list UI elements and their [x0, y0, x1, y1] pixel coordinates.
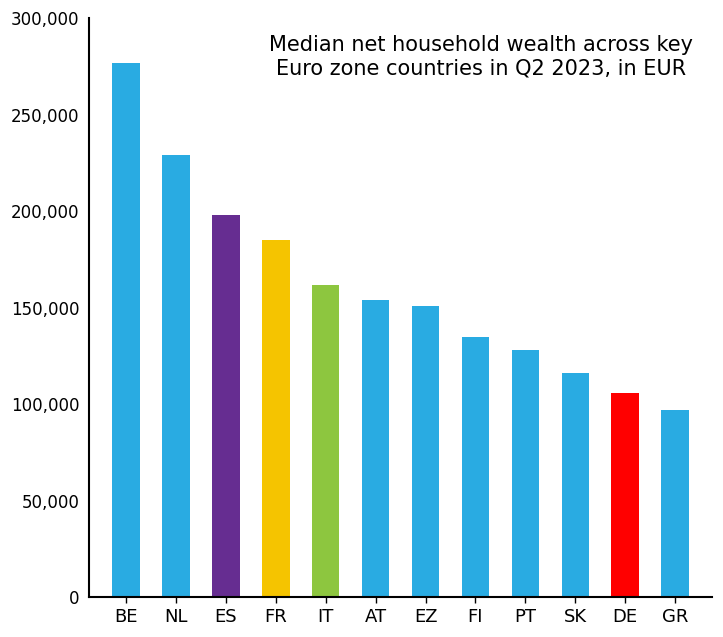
Bar: [162, 155, 189, 598]
Bar: [362, 300, 390, 598]
Bar: [662, 410, 689, 598]
Bar: [512, 350, 539, 598]
Bar: [462, 337, 489, 598]
Bar: [262, 240, 290, 598]
Bar: [213, 215, 239, 598]
Bar: [312, 285, 340, 598]
Bar: [612, 393, 639, 598]
Bar: [412, 306, 440, 598]
Bar: [112, 62, 140, 598]
Bar: [562, 373, 589, 598]
Text: Median net household wealth across key
Euro zone countries in Q2 2023, in EUR: Median net household wealth across key E…: [269, 36, 693, 79]
